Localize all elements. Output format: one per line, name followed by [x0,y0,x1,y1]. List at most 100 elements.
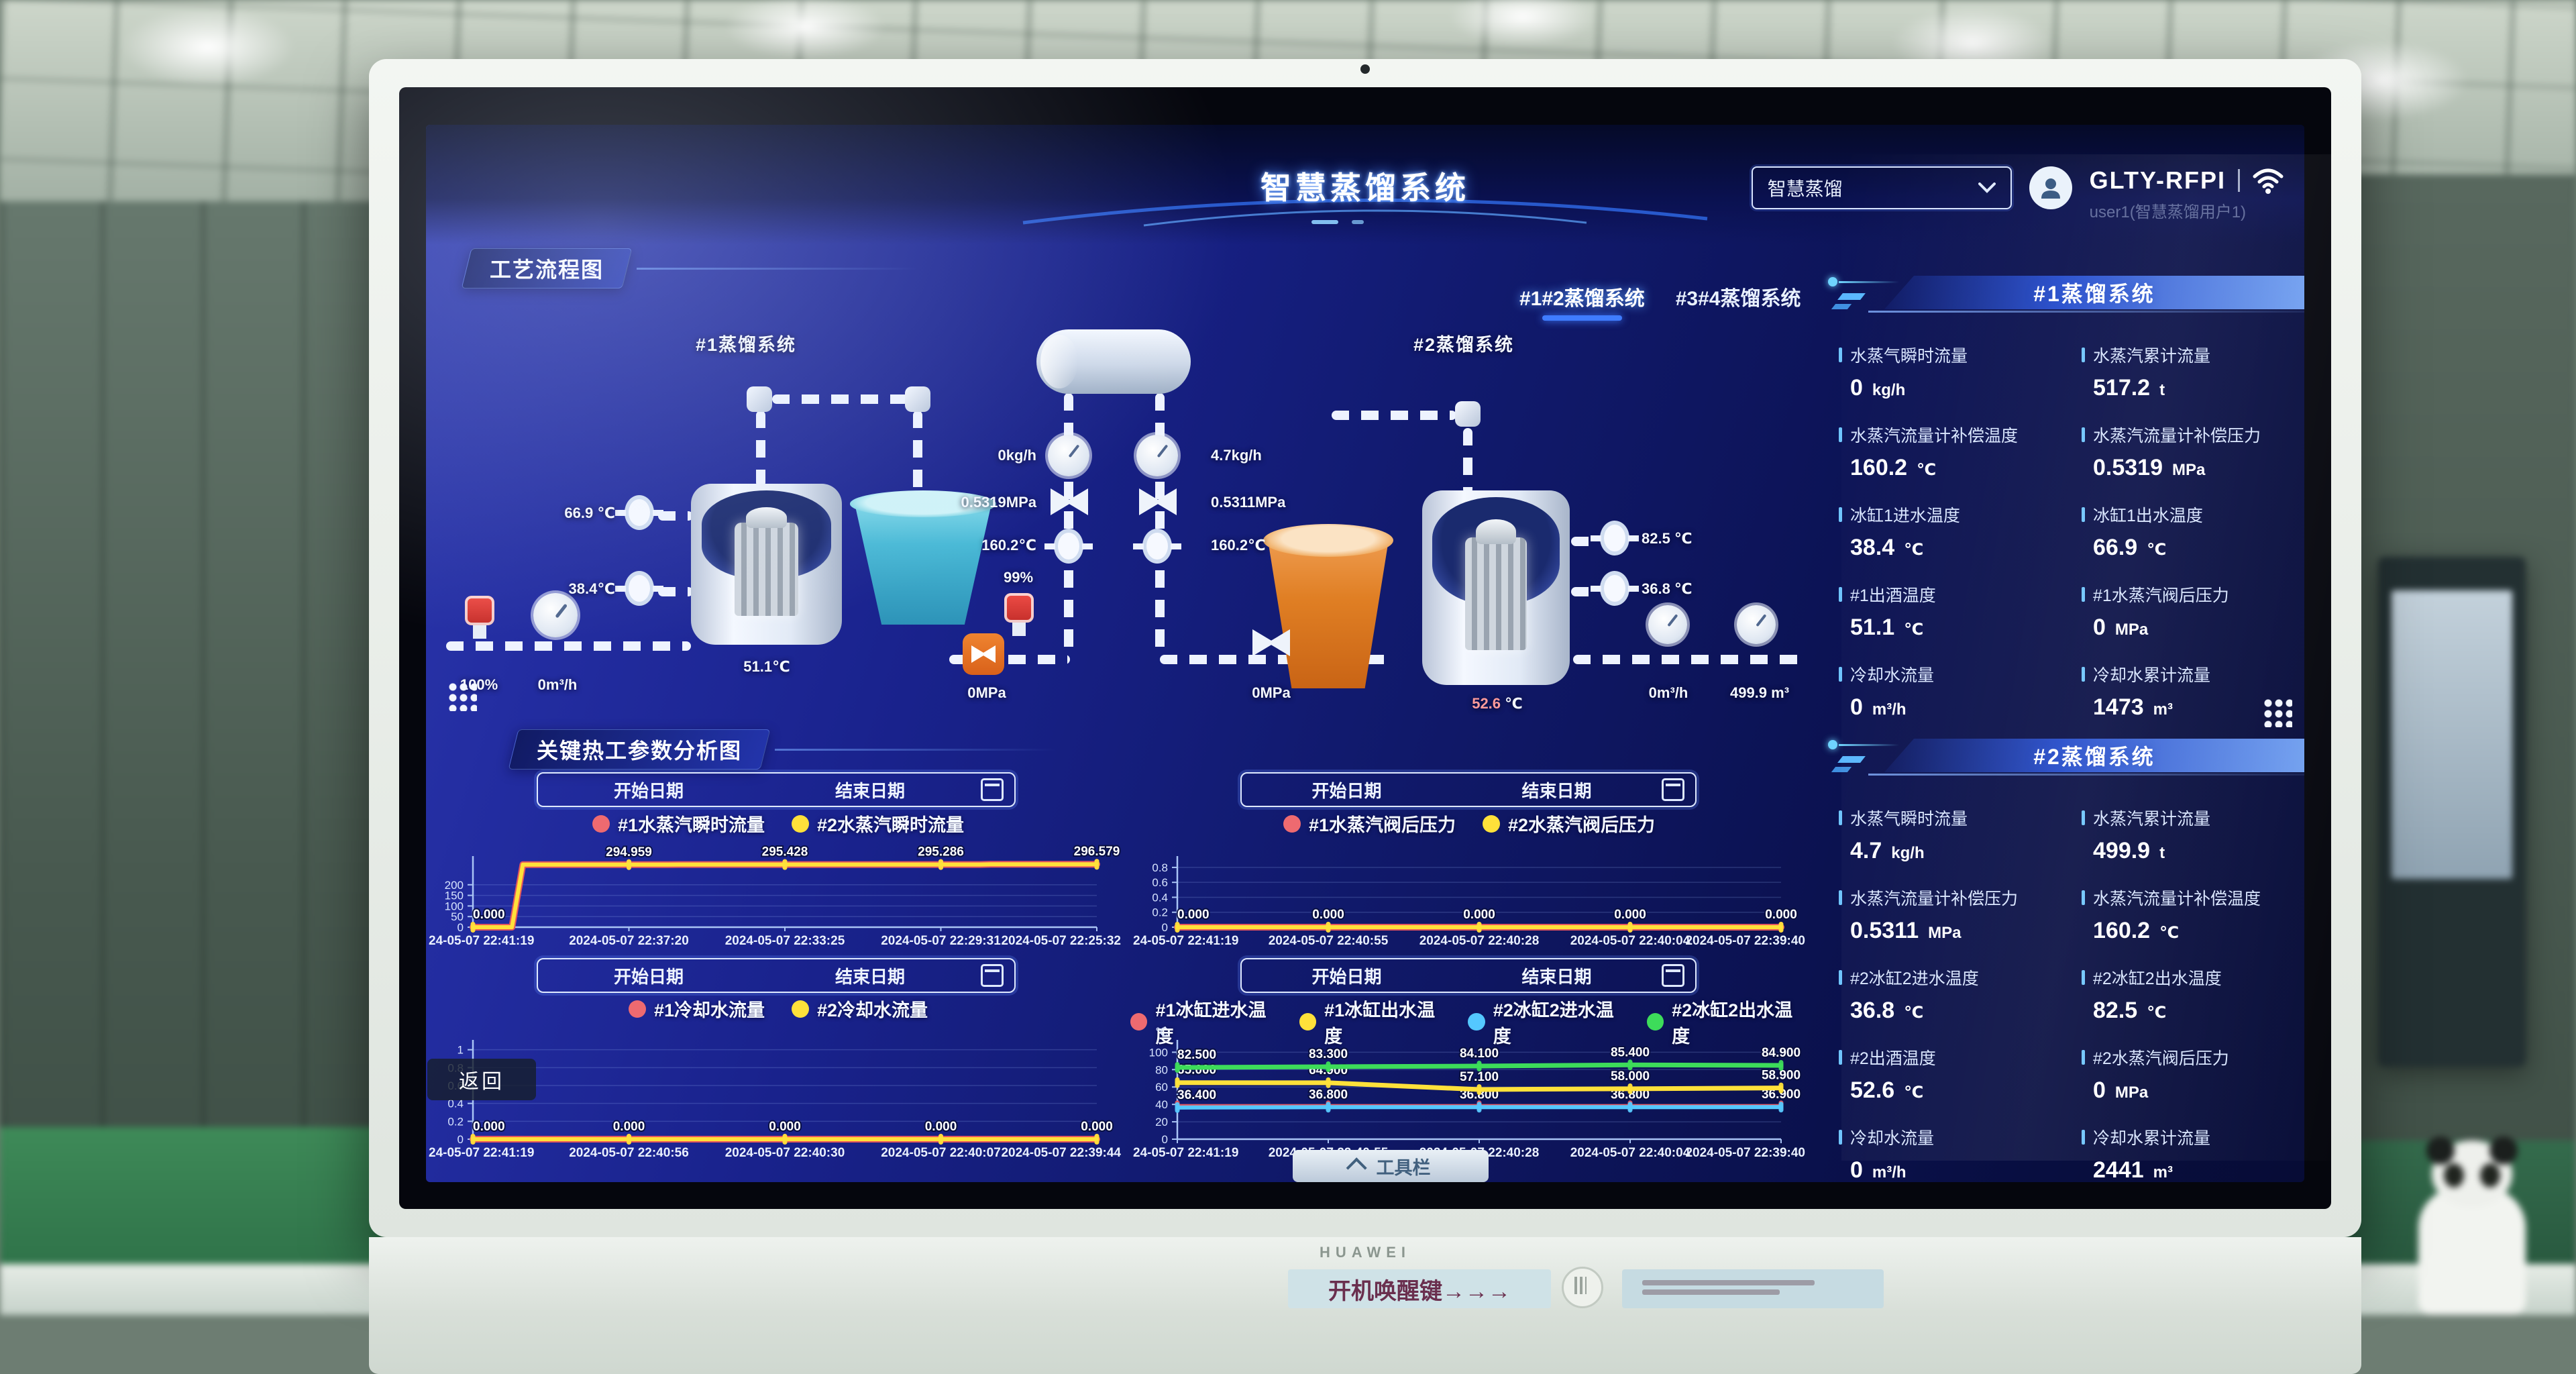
steam1-temp: 160.2℃ [981,537,1036,553]
chevron-up-icon [1346,1157,1367,1179]
stat-label: 冷却水流量 [1839,1125,2061,1149]
svg-text:57.100: 57.100 [1460,1070,1499,1084]
svg-text:100: 100 [445,900,464,912]
calendar-icon[interactable] [1662,964,1684,987]
tick-accent [2082,667,2085,682]
steam1-pressure: 0.5319MPa [961,494,1036,511]
toolbar-button[interactable]: 工具栏 [1293,1150,1489,1182]
stats-grid-1: 水蒸气瞬时流量 0 kg/h 水蒸汽累计流量 517.2 t 水蒸汽流量计补偿温度 160.2… [1828,315,2304,721]
steam-drum [1036,329,1191,394]
tick-accent [2082,587,2085,602]
svg-text:0.000: 0.000 [925,1120,957,1134]
chart-cooling-flow: 00.20.40.60.8124-05-07 22:41:192024-05-0… [429,1040,1121,1160]
user-name: user1(智慧蒸馏用户1) [2089,203,2247,221]
stat-label: #2水蒸汽阀后压力 [2082,1045,2304,1069]
legend-label: #1水蒸汽瞬时流量 [617,815,765,835]
system-tabs: #1#2蒸馏系统 #3#4蒸馏系统 [1519,282,1801,321]
stat-item: 水蒸汽流量计补偿温度 160.2 ℃ [2082,886,2304,944]
grid-menu-icon[interactable] [446,680,477,711]
underline-decoration [1868,311,2304,313]
temp-sensor-icon [615,571,663,606]
stat-label: 水蒸汽流量计补偿压力 [2082,423,2304,447]
svg-text:2024-05-07 22:39:40: 2024-05-07 22:39:40 [1685,934,1805,948]
end-date-field[interactable]: 结束日期 [1521,780,1592,801]
tank2-pot-temp: 52.6 ℃ [1472,695,1523,712]
bezel-bottom: HUAWEI 开机唤醒键→→→ [369,1237,2361,1374]
stat-item: 水蒸气瞬时流量 0 kg/h [1839,343,2061,401]
start-date-field[interactable]: 开始日期 [613,780,684,801]
svg-text:60: 60 [1155,1081,1168,1094]
stat-value: 499.9 t [2093,838,2165,863]
stats-panel1-header: #1蒸馏系统 [1828,276,2304,315]
start-date-field[interactable]: 开始日期 [1311,780,1382,801]
svg-text:24-05-07 22:41:19: 24-05-07 22:41:19 [429,934,534,948]
chevron-down-icon [1978,182,1996,193]
system-select-dropdown[interactable]: 智慧蒸馏 [1751,166,2012,209]
stats-panel-system1: #1蒸馏系统 水蒸气瞬时流量 0 kg/h 水蒸汽累计流量 517.2 t 水蒸汽流量计补偿… [1828,276,2304,721]
end-date-field[interactable]: 结束日期 [835,780,905,801]
temp-sensor-icon [1044,529,1093,564]
svg-text:50: 50 [451,910,464,923]
legend-label: #1冷却水流量 [653,1000,765,1020]
calendar-icon[interactable] [1662,778,1684,801]
stats-panel2-header: #2蒸馏系统 [1828,739,2304,778]
stat-label: 水蒸气瞬时流量 [1839,343,2061,367]
tab-system-1-2[interactable]: #1#2蒸馏系统 [1519,282,1645,321]
stat-label: 水蒸汽累计流量 [2082,343,2304,367]
stat-value: 38.4 ℃ [1850,535,1924,560]
mascot-figure [2412,1137,2532,1315]
sensor-stub [658,511,693,521]
user-avatar[interactable] [2029,166,2072,209]
tick-accent [1839,1050,1842,1065]
legend-dot [1299,1013,1317,1030]
start-date-field[interactable]: 开始日期 [613,966,684,987]
legend-item: #1冰缸进水温度 [1130,996,1282,1048]
svg-text:40: 40 [1155,1098,1168,1111]
tank1-inlet-temp: 38.4℃ [568,580,615,597]
power-button[interactable] [1562,1267,1603,1308]
svg-text:24-05-07 22:41:19: 24-05-07 22:41:19 [1133,934,1238,948]
legend-dot [1130,1013,1148,1030]
grid-menu-icon[interactable] [2261,696,2292,727]
steam2-flow: 4.7kg/h [1211,447,1262,464]
cooling-pipe-2 [1573,655,1801,664]
stat-value: 0 MPa [2093,1077,2149,1103]
tick-accent [1839,667,1842,682]
tab-system-3-4[interactable]: #3#4蒸馏系统 [1675,288,1801,310]
end-date-field[interactable]: 结束日期 [835,966,905,987]
start-date-field[interactable]: 开始日期 [1311,966,1382,987]
back-button[interactable]: 返回 [427,1059,536,1100]
stat-value: 0 kg/h [1850,375,1906,401]
stat-value: 160.2 ℃ [1850,455,1937,480]
legend-item: #2水蒸汽阀后压力 [1483,810,1655,837]
svg-text:58.000: 58.000 [1611,1069,1650,1084]
stat-label: #1水蒸汽阀后压力 [2082,582,2304,606]
date-picker-chart2: 开始日期 结束日期 [1240,772,1697,807]
calendar-icon[interactable] [981,778,1004,801]
calendar-icon[interactable] [981,964,1004,987]
legend-label: #2水蒸汽瞬时流量 [817,815,965,835]
page-title: 智慧蒸馏系统 [1260,170,1470,205]
legend-item: #1水蒸汽阀后压力 [1283,810,1456,837]
svg-text:2024-05-07 22:40:55: 2024-05-07 22:40:55 [1269,934,1389,948]
shutoff-valve-icon [963,633,1004,675]
svg-text:20: 20 [1155,1116,1168,1128]
legend-dot [1468,1013,1485,1030]
info-sticker [1622,1269,1884,1308]
display-device: 智慧蒸馏系统 智慧蒸馏 GLTY-RFPI [369,59,2361,1374]
vapor-pipe [772,394,909,404]
condenser-tank-orange [1258,524,1399,688]
feed-flow-value: 0m³/h [537,676,578,693]
tick-accent [2082,427,2085,442]
svg-text:2024-05-07 22:40:28: 2024-05-07 22:40:28 [1419,934,1540,948]
stat-item: 冷却水累计流量 1473 m³ [2082,662,2304,721]
chart-valve-pressure: 0 0.2 0.4 0.6 0.8 24-05-07 22:41:19 2024-05-07… [1133,856,1805,948]
end-date-field[interactable]: 结束日期 [1521,966,1592,987]
legend-dot [1646,1013,1664,1030]
temp-sensor-icon [1133,529,1181,564]
stat-value: 4.7 kg/h [1850,838,1925,863]
tick-accent [1839,348,1842,362]
svg-text:0.000: 0.000 [613,1120,645,1134]
stat-value: 52.6 ℃ [1850,1077,1924,1103]
